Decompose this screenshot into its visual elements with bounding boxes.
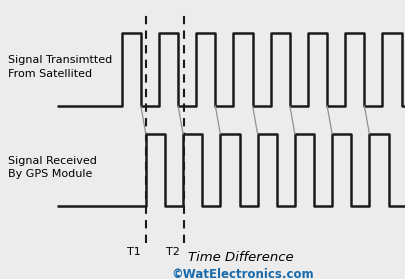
Text: Signal Transimtted
From Satellited: Signal Transimtted From Satellited	[8, 55, 112, 79]
Text: Time Difference: Time Difference	[188, 251, 294, 264]
Text: T2: T2	[166, 247, 179, 257]
Text: ©WatElectronics.com: ©WatElectronics.com	[172, 268, 314, 279]
Text: T1: T1	[127, 247, 141, 257]
Text: Signal Received
By GPS Module: Signal Received By GPS Module	[8, 156, 97, 179]
